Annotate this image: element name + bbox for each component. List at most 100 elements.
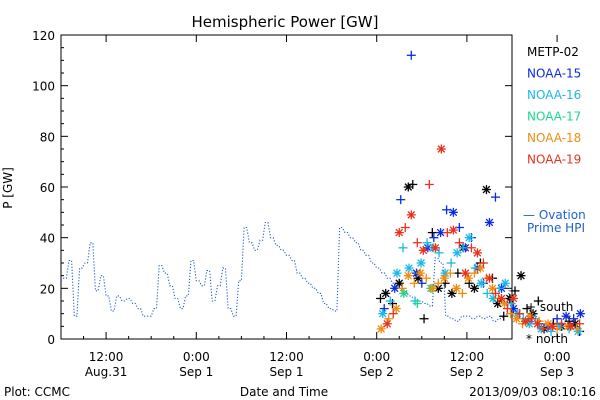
point-noaa-19-south bbox=[502, 304, 512, 314]
point-metp-02-south bbox=[408, 179, 418, 189]
point-noaa-19-north bbox=[448, 225, 458, 235]
point-noaa-19-north bbox=[566, 321, 576, 331]
point-noaa-16-north bbox=[500, 278, 510, 288]
y-tick-label: 120 bbox=[32, 29, 55, 43]
point-noaa-16-north bbox=[476, 278, 486, 288]
point-metp-02-south bbox=[419, 314, 429, 324]
ovation-label-line2: Prime HPI bbox=[527, 221, 585, 235]
point-noaa-15-north bbox=[390, 283, 400, 293]
point-noaa-18-north bbox=[487, 283, 497, 293]
x-tick-label-time: 0:00 bbox=[544, 350, 571, 364]
point-noaa-19-south bbox=[557, 319, 567, 329]
point-noaa-18-north bbox=[391, 304, 401, 314]
point-noaa-15-south bbox=[442, 205, 452, 215]
y-tick-label: 80 bbox=[40, 130, 55, 144]
x-tick-label-time: 12:00 bbox=[450, 350, 485, 364]
point-noaa-16-north bbox=[416, 258, 426, 268]
point-noaa-19-north bbox=[484, 273, 494, 283]
point-metp-02-south bbox=[375, 293, 385, 303]
point-metp-02-south bbox=[510, 286, 520, 296]
point-noaa-19-north bbox=[496, 293, 506, 303]
point-metp-02-north bbox=[481, 185, 491, 195]
point-noaa-15-south bbox=[429, 233, 439, 243]
point-noaa-18-north bbox=[463, 273, 473, 283]
plot-frame bbox=[60, 34, 513, 340]
point-noaa-18-north bbox=[403, 271, 413, 281]
point-noaa-15-north bbox=[448, 207, 458, 217]
point-noaa-16-north bbox=[452, 248, 462, 258]
point-noaa-15-south bbox=[552, 314, 562, 324]
legend-metp-02: METP-02 bbox=[527, 45, 579, 59]
point-noaa-18-south bbox=[552, 324, 562, 334]
point-noaa-19-north bbox=[394, 228, 404, 238]
y-tick-label: 40 bbox=[40, 232, 55, 246]
y-tick-label: 0 bbox=[47, 333, 55, 347]
point-noaa-18-north bbox=[427, 283, 437, 293]
point-noaa-16-north bbox=[464, 233, 474, 243]
point-noaa-16-north bbox=[392, 268, 402, 278]
point-noaa-16-south bbox=[385, 296, 395, 306]
point-noaa-19-south bbox=[388, 309, 398, 319]
point-noaa-19-north bbox=[382, 319, 392, 329]
point-metp-02-south bbox=[464, 278, 474, 288]
point-noaa-16-south bbox=[422, 238, 432, 248]
point-noaa-19-south bbox=[412, 238, 422, 248]
point-noaa-15-south bbox=[406, 50, 416, 60]
x-tick-label-time: 12:00 bbox=[89, 350, 124, 364]
point-noaa-15-north bbox=[561, 311, 571, 321]
point-noaa-19-north bbox=[472, 248, 482, 258]
legend-noaa-16: NOAA-16 bbox=[527, 88, 581, 102]
point-noaa-19-north bbox=[406, 210, 416, 220]
point-noaa-18-south bbox=[433, 278, 443, 288]
point-metp-02-south bbox=[499, 311, 509, 321]
point-noaa-18-north bbox=[415, 268, 425, 278]
y-tick-label: 100 bbox=[32, 80, 55, 94]
x-tick-label-time: 0:00 bbox=[183, 350, 210, 364]
point-noaa-18-north bbox=[512, 314, 522, 324]
point-metp-02-south bbox=[533, 296, 543, 306]
point-noaa-19-south bbox=[490, 288, 500, 298]
point-noaa-17-south bbox=[412, 299, 422, 309]
y-tick-label: 60 bbox=[40, 181, 55, 195]
point-noaa-19-north bbox=[418, 245, 428, 255]
point-noaa-18-south bbox=[421, 273, 431, 283]
point-noaa-18-north bbox=[499, 299, 509, 309]
point-noaa-18-north bbox=[475, 263, 485, 273]
point-noaa-19-north bbox=[430, 243, 440, 253]
x-tick-label-time: 12:00 bbox=[269, 350, 304, 364]
point-noaa-15-south bbox=[417, 278, 427, 288]
point-noaa-16-south bbox=[398, 243, 408, 253]
legend-noaa-15: NOAA-15 bbox=[527, 67, 581, 81]
point-noaa-18-south bbox=[469, 268, 479, 278]
point-noaa-18-north bbox=[451, 283, 461, 293]
point-noaa-16-north bbox=[378, 309, 388, 319]
point-noaa-19-north bbox=[436, 144, 446, 154]
point-noaa-19-south bbox=[466, 243, 476, 253]
point-noaa-19-south bbox=[478, 258, 488, 268]
point-noaa-16-south bbox=[446, 258, 456, 268]
point-metp-02-south bbox=[453, 268, 463, 278]
x-tick-label-date: Sep 3 bbox=[540, 365, 574, 379]
y-tick-label: 20 bbox=[40, 282, 55, 296]
point-noaa-16-north bbox=[404, 263, 414, 273]
point-noaa-19-south bbox=[400, 223, 410, 233]
point-noaa-18-south bbox=[409, 278, 419, 288]
legend-noaa-17: NOAA-17 bbox=[527, 110, 581, 124]
point-noaa-16-south bbox=[482, 288, 492, 298]
point-noaa-19-north bbox=[533, 319, 543, 329]
point-noaa-15-north bbox=[575, 309, 585, 319]
point-noaa-18-north bbox=[376, 324, 386, 334]
point-noaa-18-north bbox=[439, 273, 449, 283]
x-tick-label-date: Aug.31 bbox=[85, 365, 128, 379]
ovation-label-line1: — Ovation bbox=[523, 208, 586, 222]
point-noaa-19-south bbox=[515, 309, 525, 319]
x-tick-label-date: Sep 2 bbox=[450, 365, 484, 379]
x-tick-label-date: Sep 1 bbox=[179, 365, 213, 379]
point-metp-02-north bbox=[570, 319, 580, 329]
x-tick-label-date: Sep 2 bbox=[360, 365, 394, 379]
point-noaa-19-south bbox=[527, 314, 537, 324]
footer-right: 2013/09/03 08:10:16 bbox=[469, 385, 596, 399]
point-noaa-18-south bbox=[397, 283, 407, 293]
point-metp-02-north bbox=[516, 271, 526, 281]
